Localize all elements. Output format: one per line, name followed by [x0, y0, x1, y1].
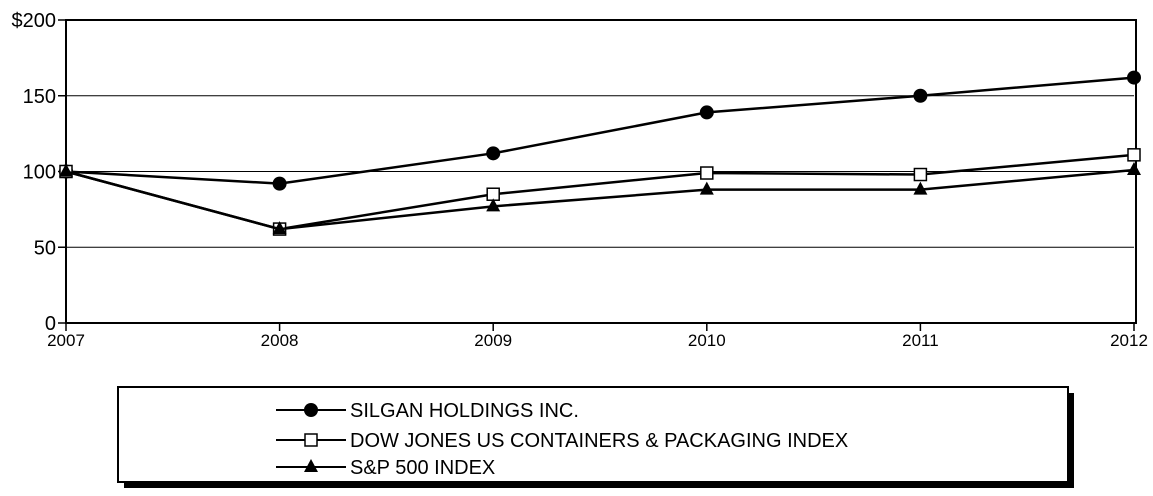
series-line: [65, 76, 1135, 185]
x-axis-labels: 2007 2008 2009 2010 2011 2012: [47, 331, 1148, 350]
gridlines: [58, 19, 1135, 331]
legend: SILGAN HOLDINGS INC. DOW JONES US CONTAIN…: [117, 386, 1074, 488]
data-point: [699, 105, 714, 120]
data-point: [913, 88, 928, 103]
data-point: [486, 146, 501, 161]
data-point: [1127, 161, 1141, 175]
series-line: [65, 153, 1135, 231]
x-tick-label: 2009: [474, 331, 512, 350]
series-2: [59, 148, 1141, 236]
legend-label: SILGAN HOLDINGS INC.: [350, 400, 579, 422]
data-point: [486, 198, 501, 212]
y-tick-label: 0: [45, 313, 56, 335]
series-layer: [59, 70, 1141, 236]
series-line: [65, 168, 1135, 231]
data-point: [913, 181, 928, 195]
data-point: [700, 166, 714, 180]
legend-box: [117, 386, 1069, 483]
data-point: [272, 176, 287, 191]
x-tick-label: 2012: [1110, 331, 1148, 350]
legend-item: SILGAN HOLDINGS INC.: [276, 400, 579, 422]
data-point: [1127, 70, 1141, 85]
x-tick-label: 2011: [902, 331, 939, 350]
legend-item: S&P 500 INDEX: [276, 457, 495, 479]
series-1: [59, 70, 1141, 191]
legend-item: DOW JONES US CONTAINERS & PACKAGING INDE…: [276, 430, 848, 452]
legend-marker: [304, 403, 318, 417]
x-tick-label: 2007: [47, 331, 85, 350]
legend-marker: [304, 459, 318, 472]
y-axis-labels: 0 50 100 150 $200: [12, 10, 57, 335]
x-tick-label: 2008: [261, 331, 299, 350]
data-point: [272, 221, 287, 235]
legend-label: S&P 500 INDEX: [350, 457, 495, 479]
data-point: [59, 163, 73, 177]
series-3: [59, 161, 1141, 235]
legend-marker: [304, 433, 318, 447]
x-tick-label: 2010: [688, 331, 726, 350]
y-tick-label: $200: [12, 10, 57, 32]
data-point: [1127, 148, 1141, 162]
y-tick-label: 100: [23, 162, 56, 184]
y-tick-label: 150: [23, 86, 56, 108]
y-tick-label: 50: [34, 237, 56, 259]
data-point: [913, 167, 928, 182]
data-point: [699, 181, 714, 195]
legend-label: DOW JONES US CONTAINERS & PACKAGING INDE…: [350, 430, 848, 452]
